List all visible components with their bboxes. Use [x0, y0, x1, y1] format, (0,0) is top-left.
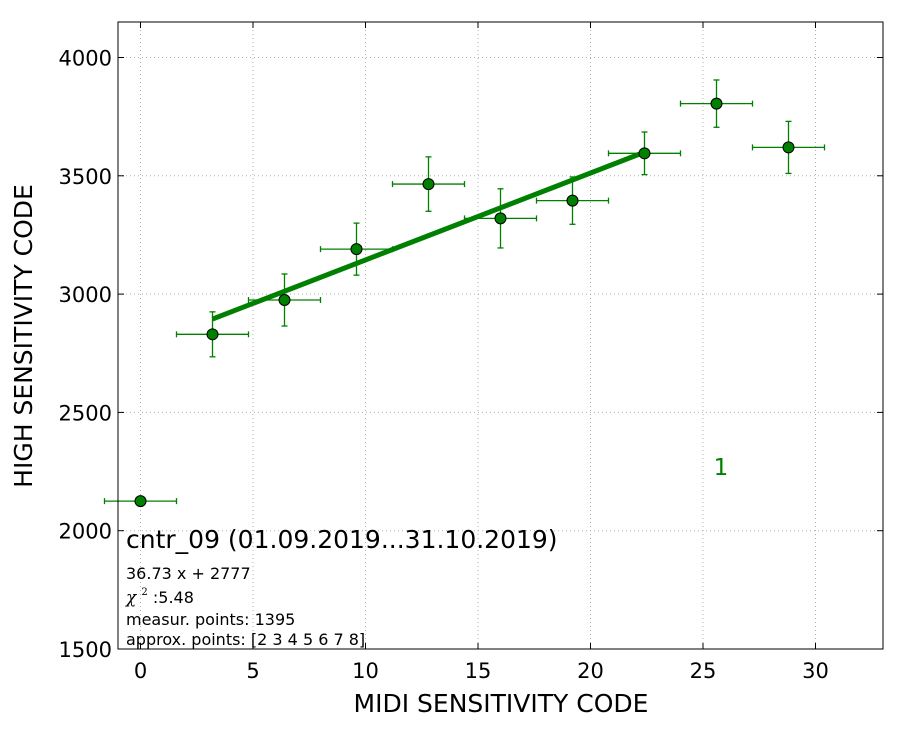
data-point: [206, 328, 219, 341]
y-tick-label: 4000: [59, 46, 112, 70]
y-tick-label: 3500: [59, 165, 112, 189]
ticks: 0 5 10 15 20 25 30 1500 2000 2500 3000 3500 4000: [59, 22, 883, 683]
data-point: [782, 141, 795, 154]
chi-value: :5.48: [153, 588, 194, 607]
data-point: [350, 243, 363, 256]
y-tick-label: 3000: [59, 283, 112, 307]
chart-annotation-title: cntr_09 (01.09.2019...31.10.2019): [126, 525, 558, 554]
data-point: [638, 147, 651, 160]
measur-points-label: measur. points: 1395: [126, 610, 295, 629]
data-point: [134, 495, 147, 508]
chi-superscript: 2: [141, 587, 147, 598]
y-tick-label: 1500: [59, 638, 112, 662]
approx-points-label: approx. points: [2 3 4 5 6 7 8]: [126, 630, 365, 649]
x-tick-label: 20: [577, 659, 604, 683]
x-tick-label: 0: [134, 659, 147, 683]
x-tick-label: 10: [352, 659, 379, 683]
data-point: [710, 97, 723, 110]
data-point: [422, 178, 435, 191]
chi-symbol: χ: [125, 588, 138, 608]
y-axis-label: HIGH SENSITIVITY CODE: [9, 184, 38, 488]
plot-frame: [117, 21, 884, 650]
group-label: 1: [714, 455, 729, 481]
data-point: [566, 194, 579, 207]
chi-square-label: χ 2 :5.48: [125, 580, 194, 608]
data-points: [134, 97, 795, 508]
x-tick-label: 5: [246, 659, 259, 683]
y-tick-label: 2500: [59, 401, 112, 425]
x-axis-label: MIDI SENSITIVITY CODE: [354, 689, 649, 718]
x-tick-label: 25: [690, 659, 717, 683]
data-point: [494, 212, 507, 225]
x-tick-label: 15: [465, 659, 492, 683]
plot-area: [118, 22, 883, 649]
data-point: [278, 294, 291, 307]
y-tick-label: 2000: [59, 520, 112, 544]
grid: [118, 22, 883, 650]
x-tick-label: 30: [802, 659, 829, 683]
fit-equation: 36.73 x + 2777: [126, 564, 251, 583]
